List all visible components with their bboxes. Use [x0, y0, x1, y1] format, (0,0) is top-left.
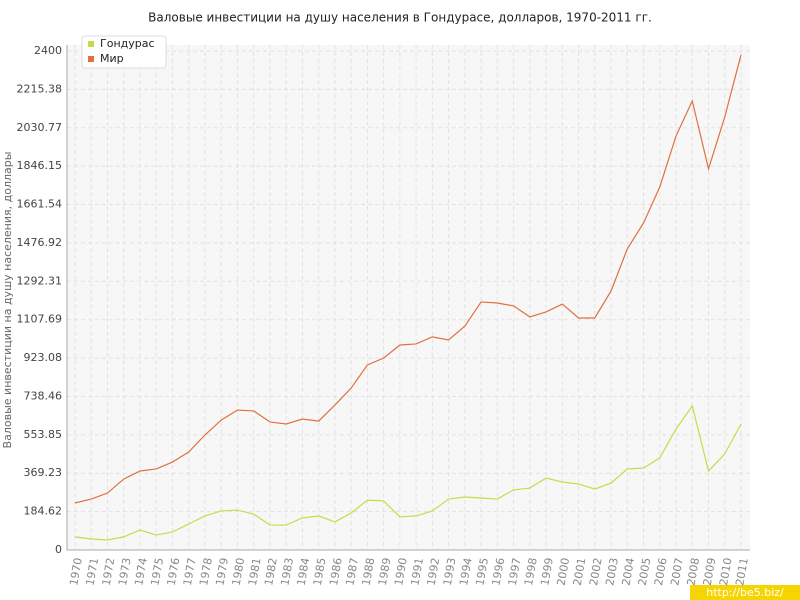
- y-tick-label: 2215.38: [17, 82, 63, 95]
- plot-area: [67, 45, 750, 550]
- x-tick-label: 1996: [490, 557, 508, 587]
- x-tick-label: 2005: [636, 557, 654, 587]
- x-tick-label: 1973: [116, 557, 134, 587]
- y-tick-label: 184.62: [24, 505, 63, 518]
- x-tick-label: 1993: [441, 557, 459, 587]
- x-tick-label: 1995: [473, 557, 491, 587]
- x-tick-label: 1991: [408, 557, 426, 587]
- x-tick-label: 1986: [327, 557, 345, 587]
- series-line: [74, 54, 742, 504]
- x-tick-label: 2007: [668, 557, 686, 587]
- x-tick-label: 1992: [425, 557, 443, 587]
- watermark: http://be5.biz/: [706, 586, 784, 599]
- x-tick-label: 1988: [360, 557, 378, 587]
- legend-label: Мир: [100, 52, 124, 65]
- series-line: [74, 404, 742, 541]
- x-tick-label: 1972: [100, 557, 118, 587]
- y-tick-label: 553.85: [24, 428, 63, 441]
- x-tick-label: 1978: [197, 557, 215, 587]
- x-tick-label: 1979: [213, 557, 231, 587]
- x-tick-label: 1976: [165, 557, 183, 587]
- legend-swatch: [88, 56, 94, 62]
- x-tick-label: 2001: [571, 557, 589, 587]
- y-tick-label: 1661.54: [17, 198, 63, 211]
- y-tick-label: 1292.31: [17, 274, 63, 287]
- y-tick-label: 1476.92: [17, 236, 63, 249]
- x-tick-label: 1983: [278, 557, 296, 587]
- x-tick-label: 1985: [311, 557, 329, 587]
- x-tick-label: 1971: [83, 557, 101, 587]
- x-tick-label: 1997: [506, 557, 524, 587]
- x-tick-label: 2000: [555, 557, 573, 587]
- legend-box: [81, 35, 167, 69]
- x-tick-label: 1984: [295, 557, 313, 587]
- watermark-bg: [690, 585, 800, 600]
- y-tick-label: 1107.69: [17, 313, 63, 326]
- x-tick-label: 1975: [148, 557, 166, 587]
- x-tick-label: 2011: [733, 557, 751, 587]
- x-tick-label: 2008: [685, 557, 703, 587]
- y-tick-label: 0: [55, 543, 62, 556]
- x-tick-label: 1982: [262, 557, 280, 587]
- y-tick-label: 2030.77: [17, 121, 63, 134]
- x-tick-label: 1994: [457, 557, 475, 587]
- x-tick-label: 2004: [620, 557, 638, 587]
- x-tick-label: 1999: [538, 557, 556, 587]
- x-tick-label: 1980: [230, 557, 248, 587]
- x-tick-label: 2003: [603, 557, 621, 587]
- x-tick-label: 2002: [587, 557, 605, 587]
- x-tick-label: 2006: [652, 557, 670, 587]
- y-tick-label: 738.46: [24, 389, 63, 402]
- x-tick-label: 1981: [246, 557, 264, 587]
- chart-title: Валовые инвестиции на душу населения в Г…: [148, 11, 652, 25]
- y-tick-label: 2400: [34, 44, 62, 57]
- y-tick-label: 923.08: [24, 351, 63, 364]
- legend-label: Гондурас: [100, 37, 155, 50]
- y-tick-label: 1846.15: [17, 159, 63, 172]
- y-tick-label: 369.23: [24, 466, 63, 479]
- x-tick-label: 2010: [717, 557, 735, 587]
- x-tick-label: 1970: [67, 557, 85, 587]
- x-tick-label: 1977: [181, 557, 199, 587]
- x-tick-label: 1974: [132, 557, 150, 587]
- x-tick-label: 1998: [522, 557, 540, 587]
- x-tick-label: 1987: [343, 557, 361, 587]
- y-axis-label: Валовые инвестиции на душу населения, до…: [1, 152, 14, 449]
- x-tick-label: 1989: [376, 557, 394, 587]
- legend-swatch: [88, 41, 94, 47]
- x-tick-label: 1990: [392, 557, 410, 587]
- x-tick-label: 2009: [701, 557, 719, 587]
